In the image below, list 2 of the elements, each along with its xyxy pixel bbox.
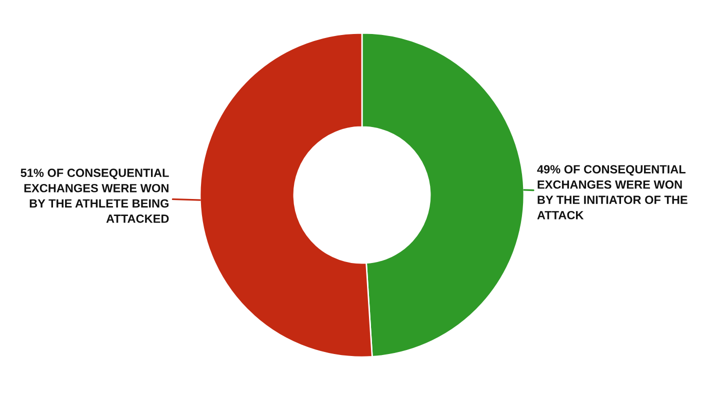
slice-label: 49% OF CONSEQUENTIAL EXCHANGES WERE WON BY THE INITIATOR OF THE ATTACK [537,165,688,220]
slice-label: 51% OF CONSEQUENTIAL EXCHANGES WERE WON BY THE ATHLETE BEING ATTACKED [20,168,169,223]
